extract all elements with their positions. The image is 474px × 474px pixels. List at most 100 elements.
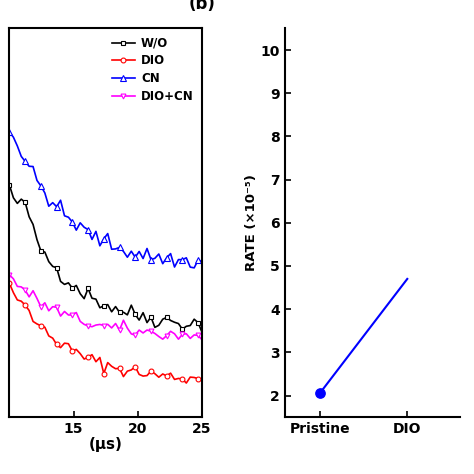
DIO+CN bbox=[89, 324, 95, 329]
DIO bbox=[168, 370, 173, 376]
DIO+CN bbox=[50, 304, 55, 310]
DIO+CN bbox=[199, 337, 205, 343]
DIO+CN bbox=[172, 331, 177, 337]
DIO+CN bbox=[137, 327, 142, 333]
CN bbox=[73, 228, 79, 233]
Line: DIO: DIO bbox=[7, 281, 204, 385]
DIO+CN bbox=[175, 337, 181, 342]
W/O bbox=[113, 304, 118, 310]
DIO bbox=[70, 348, 75, 354]
DIO bbox=[93, 359, 99, 365]
DIO+CN bbox=[70, 312, 75, 318]
CN bbox=[168, 251, 173, 256]
DIO bbox=[62, 340, 67, 346]
DIO+CN bbox=[117, 328, 122, 333]
CN bbox=[93, 228, 99, 234]
CN bbox=[54, 204, 59, 210]
DIO+CN bbox=[140, 330, 146, 336]
DIO+CN bbox=[125, 325, 130, 331]
W/O bbox=[175, 321, 181, 327]
CN bbox=[26, 164, 32, 169]
DIO bbox=[7, 281, 12, 286]
DIO+CN bbox=[156, 334, 162, 339]
DIO+CN bbox=[97, 321, 103, 327]
DIO+CN bbox=[164, 333, 170, 338]
DIO+CN bbox=[38, 304, 44, 310]
DIO+CN bbox=[168, 328, 173, 334]
CN bbox=[89, 237, 95, 242]
Y-axis label: RATE (×10⁻⁵): RATE (×10⁻⁵) bbox=[245, 174, 258, 271]
W/O bbox=[137, 317, 142, 323]
DIO+CN bbox=[120, 318, 126, 323]
DIO+CN bbox=[113, 320, 118, 326]
DIO bbox=[42, 324, 48, 330]
CN bbox=[191, 265, 197, 271]
W/O bbox=[148, 314, 154, 320]
DIO bbox=[97, 355, 103, 360]
DIO bbox=[148, 368, 154, 374]
W/O bbox=[10, 195, 16, 201]
CN bbox=[187, 264, 193, 270]
DIO bbox=[65, 341, 71, 346]
X-axis label: (μs): (μs) bbox=[89, 438, 123, 452]
DIO+CN bbox=[132, 332, 138, 338]
CN bbox=[164, 255, 170, 261]
Text: (b): (b) bbox=[189, 0, 215, 13]
DIO bbox=[105, 360, 110, 365]
Legend: W/O, DIO, CN, DIO+CN: W/O, DIO, CN, DIO+CN bbox=[109, 34, 196, 105]
DIO+CN bbox=[77, 319, 83, 324]
DIO+CN bbox=[34, 296, 40, 301]
W/O bbox=[120, 310, 126, 315]
CN bbox=[105, 231, 110, 237]
DIO+CN bbox=[160, 337, 165, 342]
Line: DIO+CN: DIO+CN bbox=[7, 273, 204, 342]
DIO bbox=[172, 376, 177, 382]
DIO bbox=[137, 372, 142, 377]
W/O bbox=[195, 320, 201, 326]
W/O bbox=[144, 320, 150, 326]
W/O bbox=[140, 310, 146, 316]
CN bbox=[10, 134, 16, 140]
CN bbox=[113, 246, 118, 252]
CN bbox=[160, 261, 165, 266]
DIO bbox=[125, 368, 130, 374]
CN bbox=[144, 246, 150, 251]
DIO+CN bbox=[128, 331, 134, 337]
DIO bbox=[34, 321, 40, 327]
W/O bbox=[30, 221, 36, 227]
CN bbox=[140, 255, 146, 261]
CN bbox=[46, 203, 52, 209]
DIO+CN bbox=[10, 276, 16, 282]
W/O bbox=[85, 286, 91, 292]
DIO bbox=[54, 342, 59, 347]
DIO bbox=[120, 374, 126, 379]
DIO+CN bbox=[18, 284, 24, 290]
DIO+CN bbox=[62, 309, 67, 314]
W/O bbox=[89, 295, 95, 301]
DIO bbox=[26, 308, 32, 313]
DIO+CN bbox=[26, 294, 32, 300]
DIO+CN bbox=[30, 288, 36, 293]
W/O bbox=[160, 316, 165, 322]
W/O bbox=[164, 315, 170, 320]
DIO bbox=[152, 371, 158, 376]
CN bbox=[132, 255, 138, 260]
DIO+CN bbox=[93, 322, 99, 328]
DIO+CN bbox=[7, 272, 12, 278]
DIO+CN bbox=[46, 308, 52, 314]
DIO bbox=[187, 374, 193, 380]
CN bbox=[180, 257, 185, 263]
W/O bbox=[42, 249, 48, 255]
W/O bbox=[97, 305, 103, 310]
DIO bbox=[73, 346, 79, 352]
DIO+CN bbox=[195, 333, 201, 338]
W/O bbox=[109, 309, 115, 315]
CN bbox=[199, 258, 205, 264]
W/O bbox=[7, 182, 12, 188]
CN bbox=[101, 236, 107, 242]
DIO+CN bbox=[22, 287, 28, 293]
W/O bbox=[152, 325, 158, 330]
CN bbox=[195, 257, 201, 263]
CN bbox=[152, 255, 158, 261]
DIO bbox=[101, 371, 107, 376]
